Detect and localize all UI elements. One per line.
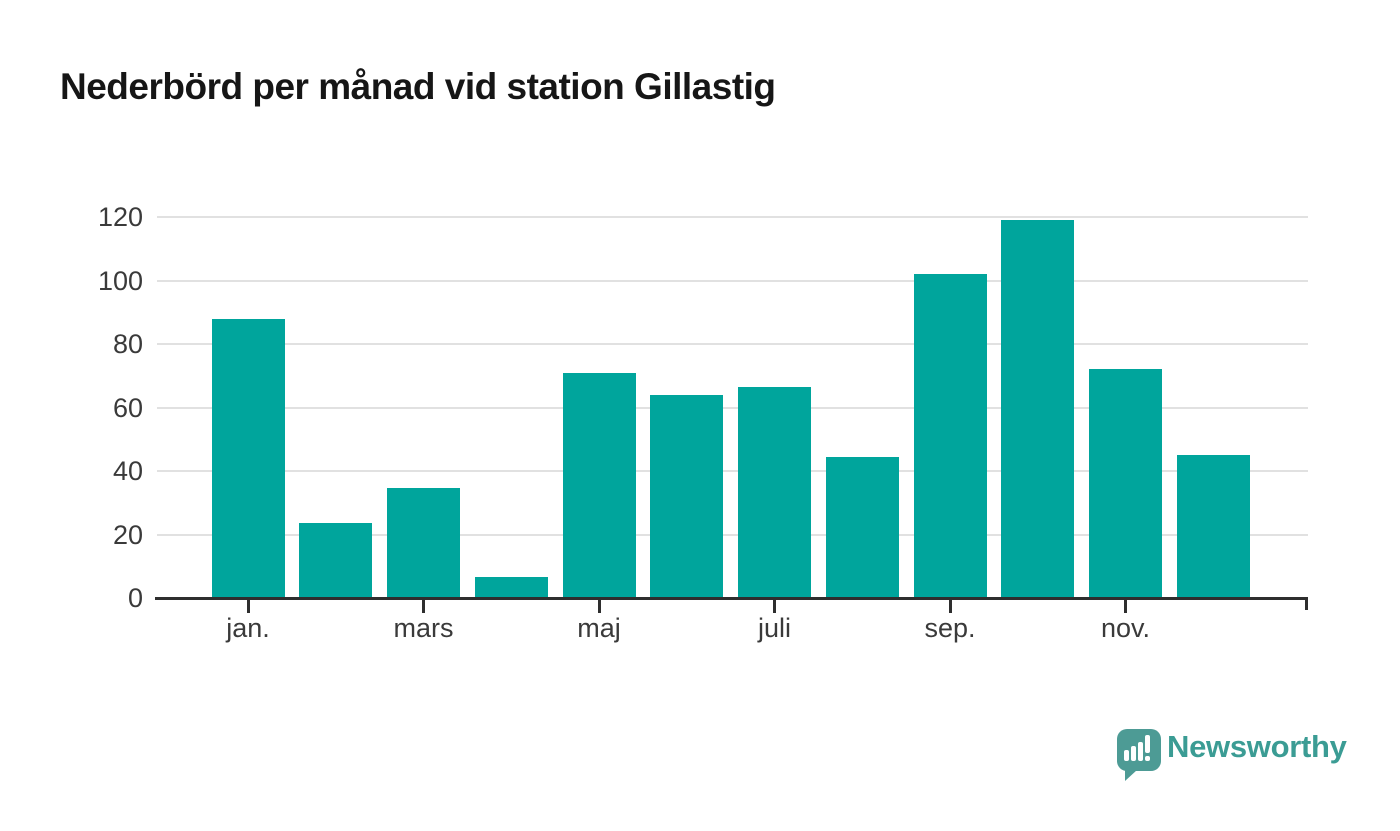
x-axis-label: sep. [924,613,976,643]
bar [1176,455,1250,598]
chart-bars-icon [1138,742,1143,761]
x-axis-label: juli [757,613,791,643]
x-axis-tick [422,599,425,613]
x-axis-label: mars [393,613,454,643]
x-axis-label: nov. [1100,613,1151,643]
x-axis-tick [1124,599,1127,613]
bar [562,372,636,598]
grid-line [157,470,1308,472]
bar [738,386,811,598]
y-axis-label: 120 [97,202,143,232]
bar [650,394,724,598]
x-axis-line [155,596,1308,600]
bar [299,523,373,598]
bar [913,274,987,598]
newsworthy-logo-badge [1117,729,1161,771]
bar [474,577,548,598]
y-axis-label: 80 [112,329,143,359]
grid-line [157,216,1308,218]
bar [1001,220,1075,598]
grid-line [157,406,1308,409]
grid-line [157,533,1308,536]
bar [825,456,899,598]
x-axis-label: maj [577,613,621,643]
y-axis-label: 40 [112,456,143,486]
page-title: Nederbörd per månad vid station Gillasti… [60,66,776,107]
y-axis-label: 20 [112,519,143,550]
x-axis-tick [773,599,776,613]
bar [211,318,285,598]
x-axis-tick [948,599,952,613]
x-axis-tick [246,599,250,613]
bar [1089,369,1162,598]
x-axis-label: jan. [226,613,270,643]
y-axis-label: 60 [112,392,143,423]
grid-line [157,343,1308,345]
y-axis-label: 0 [127,583,143,613]
x-axis-end-cap [1305,596,1308,610]
y-axis-label: 100 [97,265,143,296]
exclamation-icon [1145,756,1150,761]
newsworthy-logo-text: Newsworthy [1167,729,1347,764]
bar [387,488,460,598]
chart-bars-icon [1124,750,1129,761]
exclamation-icon [1145,735,1150,753]
chart-bars-icon [1131,746,1136,761]
x-axis-tick [597,599,601,613]
newsworthy-logo: Newsworthy [1117,727,1347,787]
grid-line [157,279,1308,282]
logo-tail [1125,770,1137,781]
